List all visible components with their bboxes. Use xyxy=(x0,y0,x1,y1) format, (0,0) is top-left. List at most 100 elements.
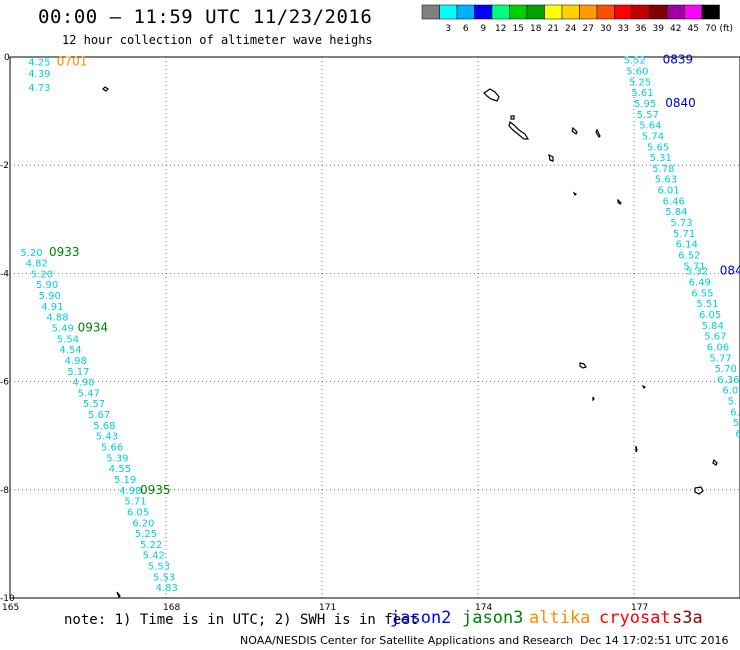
wave-height-value: 4.55 xyxy=(109,464,131,475)
island xyxy=(712,458,718,466)
island xyxy=(571,126,578,135)
legend-label: 15 xyxy=(513,24,524,34)
legend-s3a: s3a xyxy=(672,608,703,628)
island xyxy=(510,115,515,120)
island xyxy=(508,120,530,140)
pass-time-label: 0839 xyxy=(663,53,694,67)
y-tick-label: -10 xyxy=(0,594,15,604)
wave-height-value: 6.06 xyxy=(707,342,729,353)
wave-height-value: 5.90 xyxy=(39,291,61,302)
legend-label: 27 xyxy=(583,24,594,34)
legend-label: 30 xyxy=(600,24,612,34)
wave-height-value: 5.53 xyxy=(148,562,170,573)
wave-height-value: 4.98 xyxy=(72,378,94,389)
wave-height-value: 6. xyxy=(730,407,740,418)
y-tick-label: -8 xyxy=(0,486,9,496)
pass-time-label: 084 xyxy=(720,264,740,278)
map-frame xyxy=(9,56,740,599)
wave-height-value: 5.90 xyxy=(36,280,58,291)
island xyxy=(483,88,500,102)
wave-height-value: 5.66 xyxy=(101,443,123,454)
wave-height-value: 6.20 xyxy=(132,518,154,529)
satellite-passes: 07014.254.394.7309335.204.825.205.905.90… xyxy=(20,53,740,594)
wave-height-value: 4.98 xyxy=(119,486,141,497)
legend-label: 6 xyxy=(463,24,469,34)
legend-swatch xyxy=(701,4,720,20)
y-tick-label: -4 xyxy=(0,269,9,279)
map-subtitle: 12 hour collection of altimeter wave hei… xyxy=(62,33,373,47)
wave-height-value: 5.95 xyxy=(634,99,656,110)
wave-height-map: 165 168 171 174 177 0 -2 -4 -6 -8 -10 0701 4.254.39… xyxy=(0,53,740,613)
wave-height-value: 6.14 xyxy=(676,240,698,251)
wave-height-value: 5.25 xyxy=(135,529,157,540)
wave-height-value: 4.82 xyxy=(26,259,48,270)
legend-altika: altika xyxy=(529,608,591,628)
legend-label: 33 xyxy=(618,24,629,34)
wave-height-value: 6.0 xyxy=(722,386,738,397)
x-tick-label: 171 xyxy=(319,603,336,613)
wave-height-value: 5.63 xyxy=(655,175,677,186)
legend-label: 21 xyxy=(548,24,559,34)
map-title: 00:00 – 11:59 UTC 11/23/2016 xyxy=(38,6,373,28)
wave-height-value: 5.53 xyxy=(153,572,175,583)
legend-label: 12 xyxy=(495,24,506,34)
y-tick-label: -6 xyxy=(0,378,9,388)
wave-height-value: 4.25 xyxy=(28,57,50,68)
y-tick-label: -2 xyxy=(0,161,9,171)
legend-label: 45 xyxy=(688,24,699,34)
wave-height-value: 5.57 xyxy=(637,110,659,121)
wave-height-value: 5.25 xyxy=(629,77,651,88)
wave-height-value: 5.17 xyxy=(67,367,89,378)
wave-height-value: 5.52 xyxy=(624,56,646,67)
island xyxy=(116,591,121,599)
x-tick-label: 177 xyxy=(631,603,648,613)
credit-text: NOAA/NESDIS Center for Satellite Applica… xyxy=(240,634,574,647)
legend-label: 9 xyxy=(480,24,486,34)
x-tick-label: 168 xyxy=(163,603,180,613)
wave-height-value: 6. xyxy=(735,429,740,440)
wave-height-value: 4.88 xyxy=(46,313,68,324)
wave-height-value: 6.52 xyxy=(678,250,700,261)
legend-label: 36 xyxy=(635,24,647,34)
island xyxy=(592,396,595,402)
wave-height-value: 5.71 xyxy=(683,261,705,272)
x-tick-label: 174 xyxy=(475,603,492,613)
island xyxy=(641,384,647,390)
wave-height-value: 5.54 xyxy=(57,334,79,345)
wave-height-value: 6.01 xyxy=(657,186,679,197)
wave-height-value: 6.36 xyxy=(717,375,739,386)
wave-height-value: 6.49 xyxy=(689,278,711,289)
wave-height-value: 6.05 xyxy=(699,310,721,321)
legend-jason2: jason2 xyxy=(390,608,452,628)
pass-time-label: 0701 xyxy=(57,54,88,68)
wave-height-value: 5.73 xyxy=(670,218,692,229)
wave-height-value: 5.61 xyxy=(631,88,653,99)
pass-time-label: 0934 xyxy=(78,321,109,335)
wave-height-value: 5.78 xyxy=(652,164,674,175)
wave-height-value: 5. xyxy=(728,397,738,408)
wave-height-value: 5.74 xyxy=(642,131,664,142)
wave-height-value: 6.05 xyxy=(127,507,149,518)
wave-height-value: 5.20 xyxy=(31,269,53,280)
wave-height-value: 5.57 xyxy=(83,399,105,410)
wave-height-value: 4.98 xyxy=(65,356,87,367)
legend-cryosat: cryosat xyxy=(599,608,671,628)
legend-unit: (ft) xyxy=(719,24,733,34)
color-legend: 3 6 9 12 15 18 21 24 27 30 33 36 39 42 45 70 (ft) xyxy=(421,4,733,34)
wave-height-value: 5.20 xyxy=(20,248,42,259)
wave-height-value: 4.39 xyxy=(28,69,50,80)
wave-height-value: 5.22 xyxy=(140,540,162,551)
y-tick-label: 0 xyxy=(4,53,10,63)
wave-height-value: 5.43 xyxy=(96,432,118,443)
grid-lines xyxy=(10,57,740,598)
wave-height-value: 5.65 xyxy=(647,142,669,153)
wave-height-value: 5.31 xyxy=(650,153,672,164)
wave-height-value: 4.73 xyxy=(28,83,50,94)
island xyxy=(572,191,578,197)
wave-height-value: 4.91 xyxy=(41,302,63,313)
wave-height-value: 4.54 xyxy=(59,345,81,356)
wave-height-value: 5.47 xyxy=(78,388,100,399)
island xyxy=(579,362,587,369)
axis-ticks: 165 168 171 174 177 0 -2 -4 -6 -8 -10 xyxy=(0,53,648,613)
pass-time-label: 0840 xyxy=(665,96,696,110)
